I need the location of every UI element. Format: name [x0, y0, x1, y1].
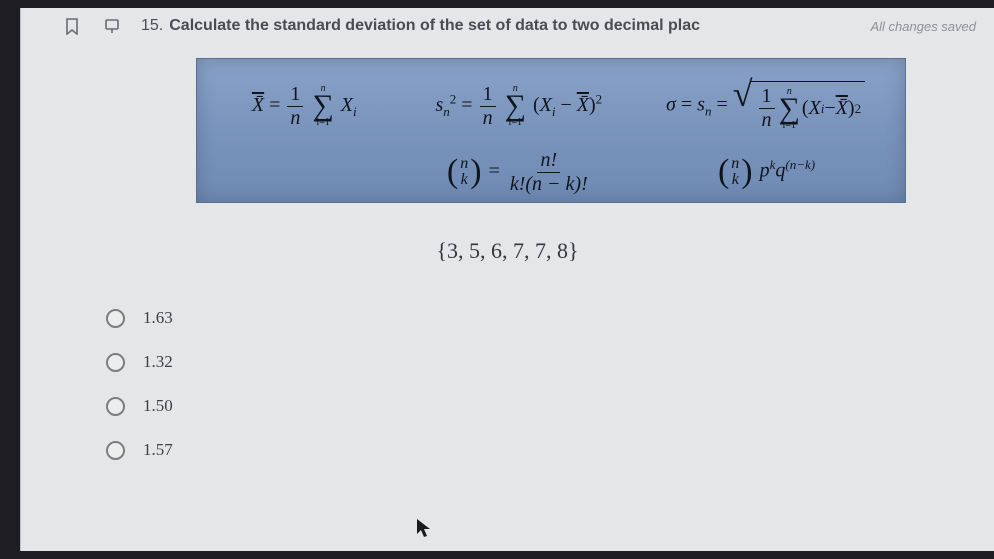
topbar: 15. Calculate the standard deviation of … [21, 8, 994, 44]
bookmark-icon[interactable] [61, 15, 83, 37]
radio-icon[interactable] [106, 397, 125, 416]
option-c[interactable]: 1.50 [106, 396, 173, 416]
flag-icon[interactable] [101, 15, 123, 37]
option-b[interactable]: 1.32 [106, 352, 173, 372]
dataset: {3, 5, 6, 7, 7, 8} [21, 238, 994, 264]
formula-mean: X̄ = 1n n∑i=1 Xi [197, 84, 412, 129]
question-number: 15. [141, 17, 163, 35]
answer-options: 1.63 1.32 1.50 1.57 [106, 308, 173, 460]
radio-icon[interactable] [106, 353, 125, 372]
radio-icon[interactable] [106, 441, 125, 460]
save-status: All changes saved [870, 19, 976, 34]
formula-binomial-pmf: (nk) pkq(n−k) [626, 156, 905, 188]
question-text: Calculate the standard deviation of the … [169, 17, 862, 35]
option-label: 1.32 [143, 352, 173, 372]
formula-variance: sn2 = 1n n∑i=1 (Xi − X̄)2 [412, 84, 627, 129]
option-label: 1.50 [143, 396, 173, 416]
option-label: 1.63 [143, 308, 173, 328]
cursor-icon [416, 518, 432, 540]
formula-reference-box: X̄ = 1n n∑i=1 Xi sn2 = 1n n∑i=1 (Xi − X̄… [196, 58, 906, 203]
option-label: 1.57 [143, 440, 173, 460]
formula-stdev: σ = sn = √ 1n n∑i=1 (Xi − X̄)2 [626, 81, 905, 131]
option-a[interactable]: 1.63 [106, 308, 173, 328]
option-d[interactable]: 1.57 [106, 440, 173, 460]
formula-binomial-coeff: (nk) = n!k!(n − k)! [412, 150, 627, 195]
radio-icon[interactable] [106, 309, 125, 328]
quiz-screen: 15. Calculate the standard deviation of … [20, 8, 994, 551]
